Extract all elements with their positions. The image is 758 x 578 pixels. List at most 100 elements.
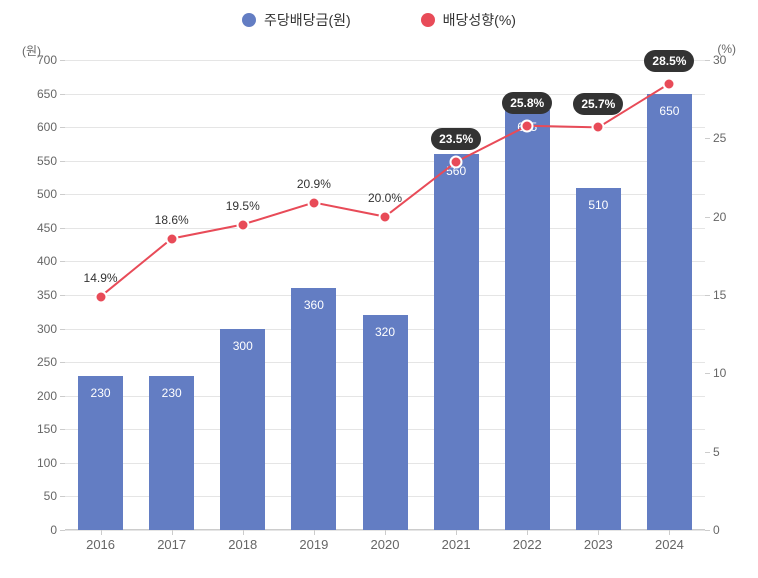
x-tick: 2022 (513, 537, 542, 552)
legend-bar-marker (242, 13, 256, 27)
x-tick: 2023 (584, 537, 613, 552)
y-tick-left: 700 (37, 53, 57, 67)
y-tick-right: 10 (713, 366, 726, 380)
tick-mark (60, 429, 65, 430)
bar: 510 (576, 188, 621, 530)
line-marker (307, 196, 320, 209)
tick-mark (60, 530, 65, 531)
y-tick-right: 20 (713, 210, 726, 224)
tick-mark (172, 530, 173, 535)
legend-bar: 주당배당금(원) (242, 10, 351, 30)
y-tick-left: 600 (37, 120, 57, 134)
tick-mark (60, 127, 65, 128)
x-tick: 2017 (157, 537, 186, 552)
tick-mark (669, 530, 670, 535)
grid-line (65, 60, 705, 61)
line-marker (94, 290, 107, 303)
bar: 230 (78, 376, 123, 530)
tick-mark (60, 329, 65, 330)
y-tick-right: 25 (713, 131, 726, 145)
tick-mark (705, 530, 710, 531)
tick-mark (60, 161, 65, 162)
y-tick-right: 15 (713, 288, 726, 302)
dividend-chart: 주당배당금(원) 배당성향(%) (원) (%) 050100150200250… (0, 0, 758, 578)
tick-mark (60, 496, 65, 497)
tick-mark (60, 261, 65, 262)
tick-mark (60, 463, 65, 464)
bar-label: 360 (304, 298, 324, 312)
bar-label: 510 (588, 198, 608, 212)
tick-mark (60, 194, 65, 195)
y-tick-right: 5 (713, 445, 720, 459)
tick-mark (705, 217, 710, 218)
tick-mark (527, 530, 528, 535)
tick-mark (705, 60, 710, 61)
line-label: 25.7% (573, 93, 623, 115)
bar-label: 230 (162, 386, 182, 400)
legend-line: 배당성향(%) (421, 10, 516, 30)
legend-line-label: 배당성향(%) (443, 10, 516, 30)
line-label: 23.5% (431, 128, 481, 150)
y-tick-left: 400 (37, 254, 57, 268)
line-label: 28.5% (644, 50, 694, 72)
line-marker (521, 119, 534, 132)
bar: 320 (363, 315, 408, 530)
bar: 560 (434, 154, 479, 530)
chart-legend: 주당배당금(원) 배당성향(%) (0, 10, 758, 30)
x-tick: 2024 (655, 537, 684, 552)
y-tick-left: 550 (37, 154, 57, 168)
x-tick: 2018 (228, 537, 257, 552)
tick-mark (60, 295, 65, 296)
y-tick-left: 450 (37, 221, 57, 235)
bar: 625 (505, 110, 550, 530)
y-tick-left: 200 (37, 389, 57, 403)
line-label: 25.8% (502, 92, 552, 114)
tick-mark (385, 530, 386, 535)
tick-mark (705, 295, 710, 296)
line-marker (236, 218, 249, 231)
grid-line (65, 127, 705, 128)
tick-mark (60, 228, 65, 229)
bar-label: 320 (375, 325, 395, 339)
y-tick-left: 500 (37, 187, 57, 201)
plot-area: 0501001502002503003504004505005506006507… (65, 60, 705, 530)
bar-label: 300 (233, 339, 253, 353)
tick-mark (705, 373, 710, 374)
tick-mark (60, 362, 65, 363)
tick-mark (705, 452, 710, 453)
y-tick-left: 0 (50, 523, 57, 537)
tick-mark (314, 530, 315, 535)
x-tick: 2021 (442, 537, 471, 552)
y-tick-left: 250 (37, 355, 57, 369)
tick-mark (60, 396, 65, 397)
tick-mark (243, 530, 244, 535)
line-marker (592, 121, 605, 134)
bar-label: 230 (91, 386, 111, 400)
x-tick: 2019 (299, 537, 328, 552)
bar-label: 650 (659, 104, 679, 118)
tick-mark (60, 94, 65, 95)
bar: 300 (220, 329, 265, 530)
line-label: 14.9% (84, 271, 118, 285)
tick-mark (456, 530, 457, 535)
legend-bar-label: 주당배당금(원) (264, 10, 351, 30)
x-tick: 2020 (371, 537, 400, 552)
line-label: 20.9% (297, 177, 331, 191)
y-tick-left: 100 (37, 456, 57, 470)
grid-line (65, 161, 705, 162)
y-tick-left: 350 (37, 288, 57, 302)
line-marker (379, 210, 392, 223)
tick-mark (101, 530, 102, 535)
tick-mark (60, 60, 65, 61)
y-tick-left: 50 (44, 489, 57, 503)
line-label: 18.6% (155, 213, 189, 227)
line-marker (165, 232, 178, 245)
x-tick: 2016 (86, 537, 115, 552)
bar: 230 (149, 376, 194, 530)
line-marker (450, 155, 463, 168)
y-tick-left: 150 (37, 422, 57, 436)
y-tick-left: 650 (37, 87, 57, 101)
line-marker (663, 77, 676, 90)
y-tick-left: 300 (37, 322, 57, 336)
bar: 650 (647, 94, 692, 530)
